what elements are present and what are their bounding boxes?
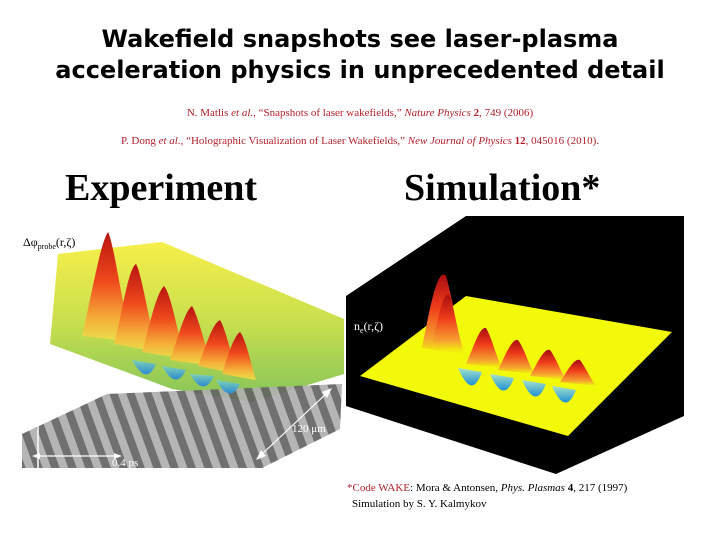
simulation-figure: ne(r,ζ) — [346, 216, 684, 474]
ref2-etal: et al. — [158, 135, 181, 147]
ref1-authors: N. Matlis — [186, 107, 232, 119]
ref2-volume: 12 — [511, 135, 526, 147]
code-journal: Phys. Plasmas — [500, 482, 565, 494]
experiment-figure: Δφprobe(r,ζ) 120 μm 0.4 ps — [22, 224, 344, 469]
code-volume: 4 — [564, 482, 574, 494]
ref1-volume: 2 — [470, 107, 480, 119]
slide-title: Wakefield snapshots see laser-plasma acc… — [0, 24, 720, 86]
experiment-wake-peaks — [82, 232, 256, 394]
ref1-pages: , 749 (2006) — [479, 107, 534, 119]
experiment-scale-time: 0.4 ps — [112, 457, 138, 468]
code-authors: : Mora & Antonsen, — [410, 482, 501, 494]
ref1-journal: Nature Physics — [404, 107, 471, 119]
experiment-heading: Experiment — [65, 167, 258, 209]
reference-dong: P. Dong et al., “Holographic Visualizati… — [0, 135, 720, 147]
experiment-plot: Δφprobe(r,ζ) 120 μm 0.4 ps — [22, 224, 344, 469]
title-line-1: Wakefield snapshots see laser-plasma — [101, 25, 619, 53]
ref2-title: , “Holographic Visualization of Laser Wa… — [180, 135, 408, 147]
simulation-plot: ne(r,ζ) — [346, 216, 684, 474]
experiment-axis-label: Δφprobe(r,ζ) — [23, 235, 75, 251]
simulation-author-credit: Simulation by S. Y. Kalmykov — [352, 498, 487, 510]
code-name: *Code WAKE — [347, 482, 411, 494]
reference-matlis: N. Matlis et al., “Snapshots of laser wa… — [0, 107, 720, 119]
ref2-pages: , 045016 (2010). — [525, 135, 599, 147]
ref2-authors: P. Dong — [121, 135, 159, 147]
ref2-journal: New Journal of Physics — [407, 135, 512, 147]
code-pages: , 217 (1997) — [573, 482, 628, 494]
simulation-wake — [422, 274, 596, 403]
simulation-heading: Simulation* — [404, 167, 601, 209]
ref1-etal: et al. — [231, 107, 254, 119]
title-line-2: acceleration physics in unprecedented de… — [55, 56, 665, 84]
simulation-axis-label: ne(r,ζ) — [354, 319, 383, 335]
experiment-fringe-plane — [22, 384, 342, 468]
simulation-code-credit: *Code WAKE: Mora & Antonsen, Phys. Plasm… — [347, 482, 627, 494]
ref1-title: , “Snapshots of laser wakefields,” — [253, 107, 405, 119]
experiment-scale-width: 120 μm — [292, 423, 326, 435]
